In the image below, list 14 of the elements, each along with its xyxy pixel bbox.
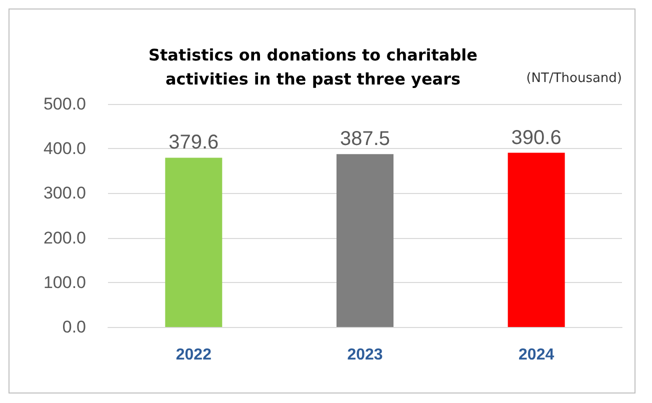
data-label: 379.6 [168,132,219,154]
y-tick-label: 300.0 [43,184,86,203]
data-label: 390.6 [511,126,562,149]
y-tick-label: 400.0 [43,139,86,158]
y-tick-label: 200.0 [43,228,86,248]
x-tick-label: 2023 [347,346,383,364]
chart-title: Statistics on donations to charitable activities in the past three years [148,46,478,88]
text: (NT/Thousand) [526,71,622,86]
y-tick-label: 100.0 [43,272,86,292]
x-tick-label: 2024 [518,346,554,364]
data-label: 387.5 [340,128,390,150]
y-tick-label: 500.0 [43,94,86,114]
x-tick-label: 2022 [176,346,212,364]
y-tick-label: 0.0 [62,318,86,336]
